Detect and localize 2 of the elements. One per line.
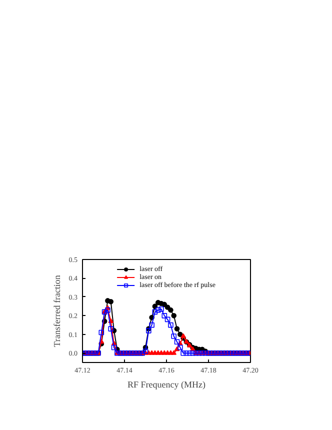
- y-axis-title: Transferred fraction: [52, 274, 62, 347]
- x-axis-title: RF Frequency (MHz): [128, 380, 206, 390]
